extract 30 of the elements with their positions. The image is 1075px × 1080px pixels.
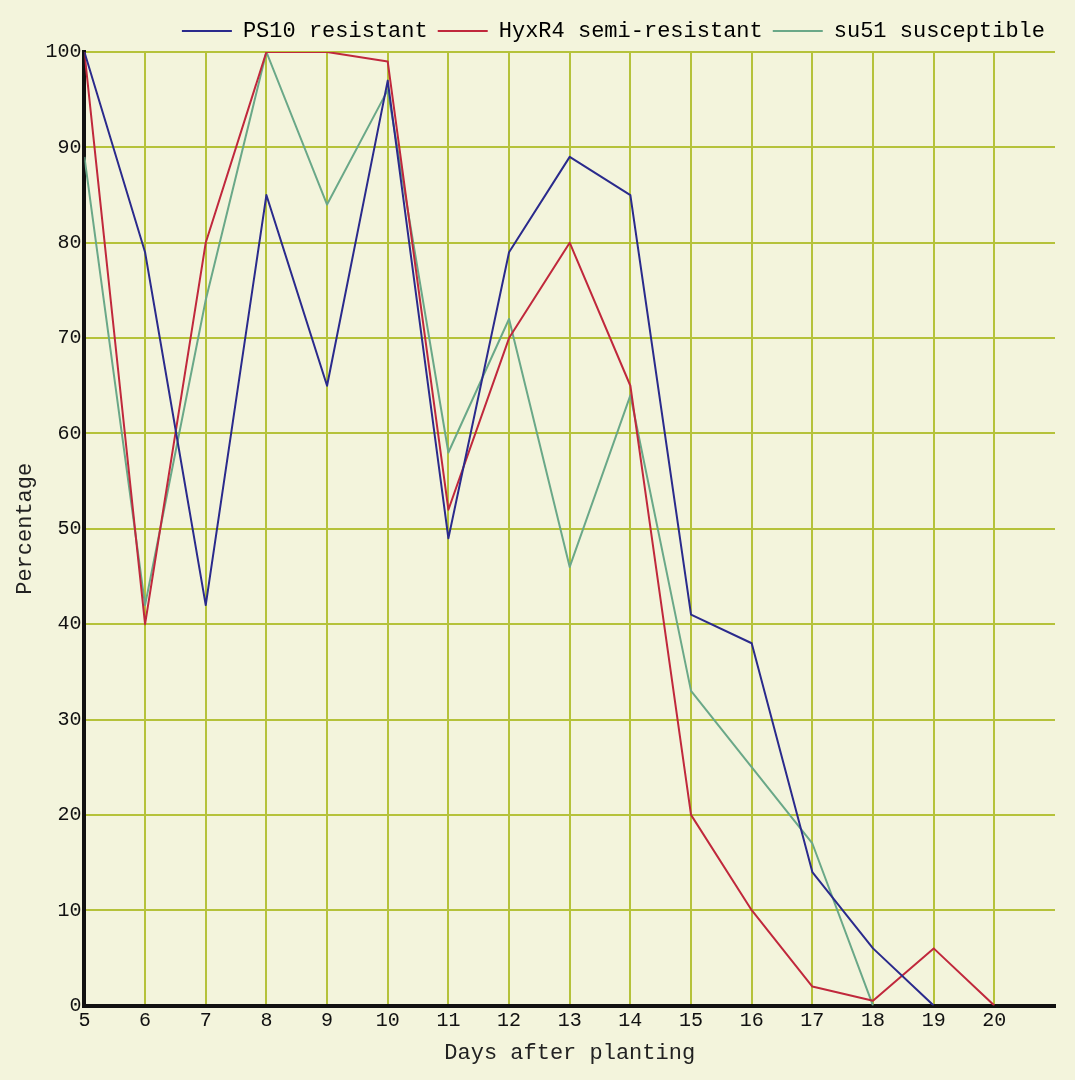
y-tick-label: 40 bbox=[57, 612, 82, 636]
y-tick-label: 30 bbox=[57, 707, 82, 731]
x-tick-label: 18 bbox=[861, 1008, 886, 1032]
x-tick-label: 6 bbox=[139, 1008, 152, 1032]
x-tick-label: 17 bbox=[800, 1008, 825, 1032]
x-axis-title: Days after planting bbox=[444, 1040, 696, 1066]
x-tick-label: 12 bbox=[497, 1008, 522, 1032]
x-tick-label: 19 bbox=[921, 1008, 946, 1032]
x-tick-label: 16 bbox=[739, 1008, 764, 1032]
y-tick-label: 60 bbox=[57, 421, 82, 445]
y-tick-label: 90 bbox=[57, 135, 82, 159]
legend-label: PS10 resistant bbox=[242, 18, 428, 44]
y-tick-label: 80 bbox=[57, 231, 82, 255]
x-tick-label: 11 bbox=[436, 1008, 461, 1032]
x-tick-label: 8 bbox=[260, 1008, 273, 1032]
x-tick-label: 7 bbox=[199, 1008, 212, 1032]
y-tick-label: 10 bbox=[57, 898, 82, 922]
y-axis-title: Percentage bbox=[13, 462, 39, 595]
x-tick-label: 9 bbox=[321, 1008, 334, 1032]
x-tick-label: 10 bbox=[375, 1008, 400, 1032]
y-tick-label: 100 bbox=[45, 40, 82, 64]
y-tick-label: 70 bbox=[57, 326, 82, 350]
y-tick-label: 20 bbox=[57, 803, 82, 827]
legend-label: su51 susceptible bbox=[833, 18, 1045, 44]
x-tick-label: 20 bbox=[982, 1008, 1007, 1032]
x-tick-label: 15 bbox=[679, 1008, 704, 1032]
legend-label: HyxR4 semi-resistant bbox=[498, 18, 763, 44]
x-tick-label: 14 bbox=[618, 1008, 643, 1032]
x-tick-label: 13 bbox=[557, 1008, 582, 1032]
y-tick-label: 50 bbox=[57, 517, 82, 541]
